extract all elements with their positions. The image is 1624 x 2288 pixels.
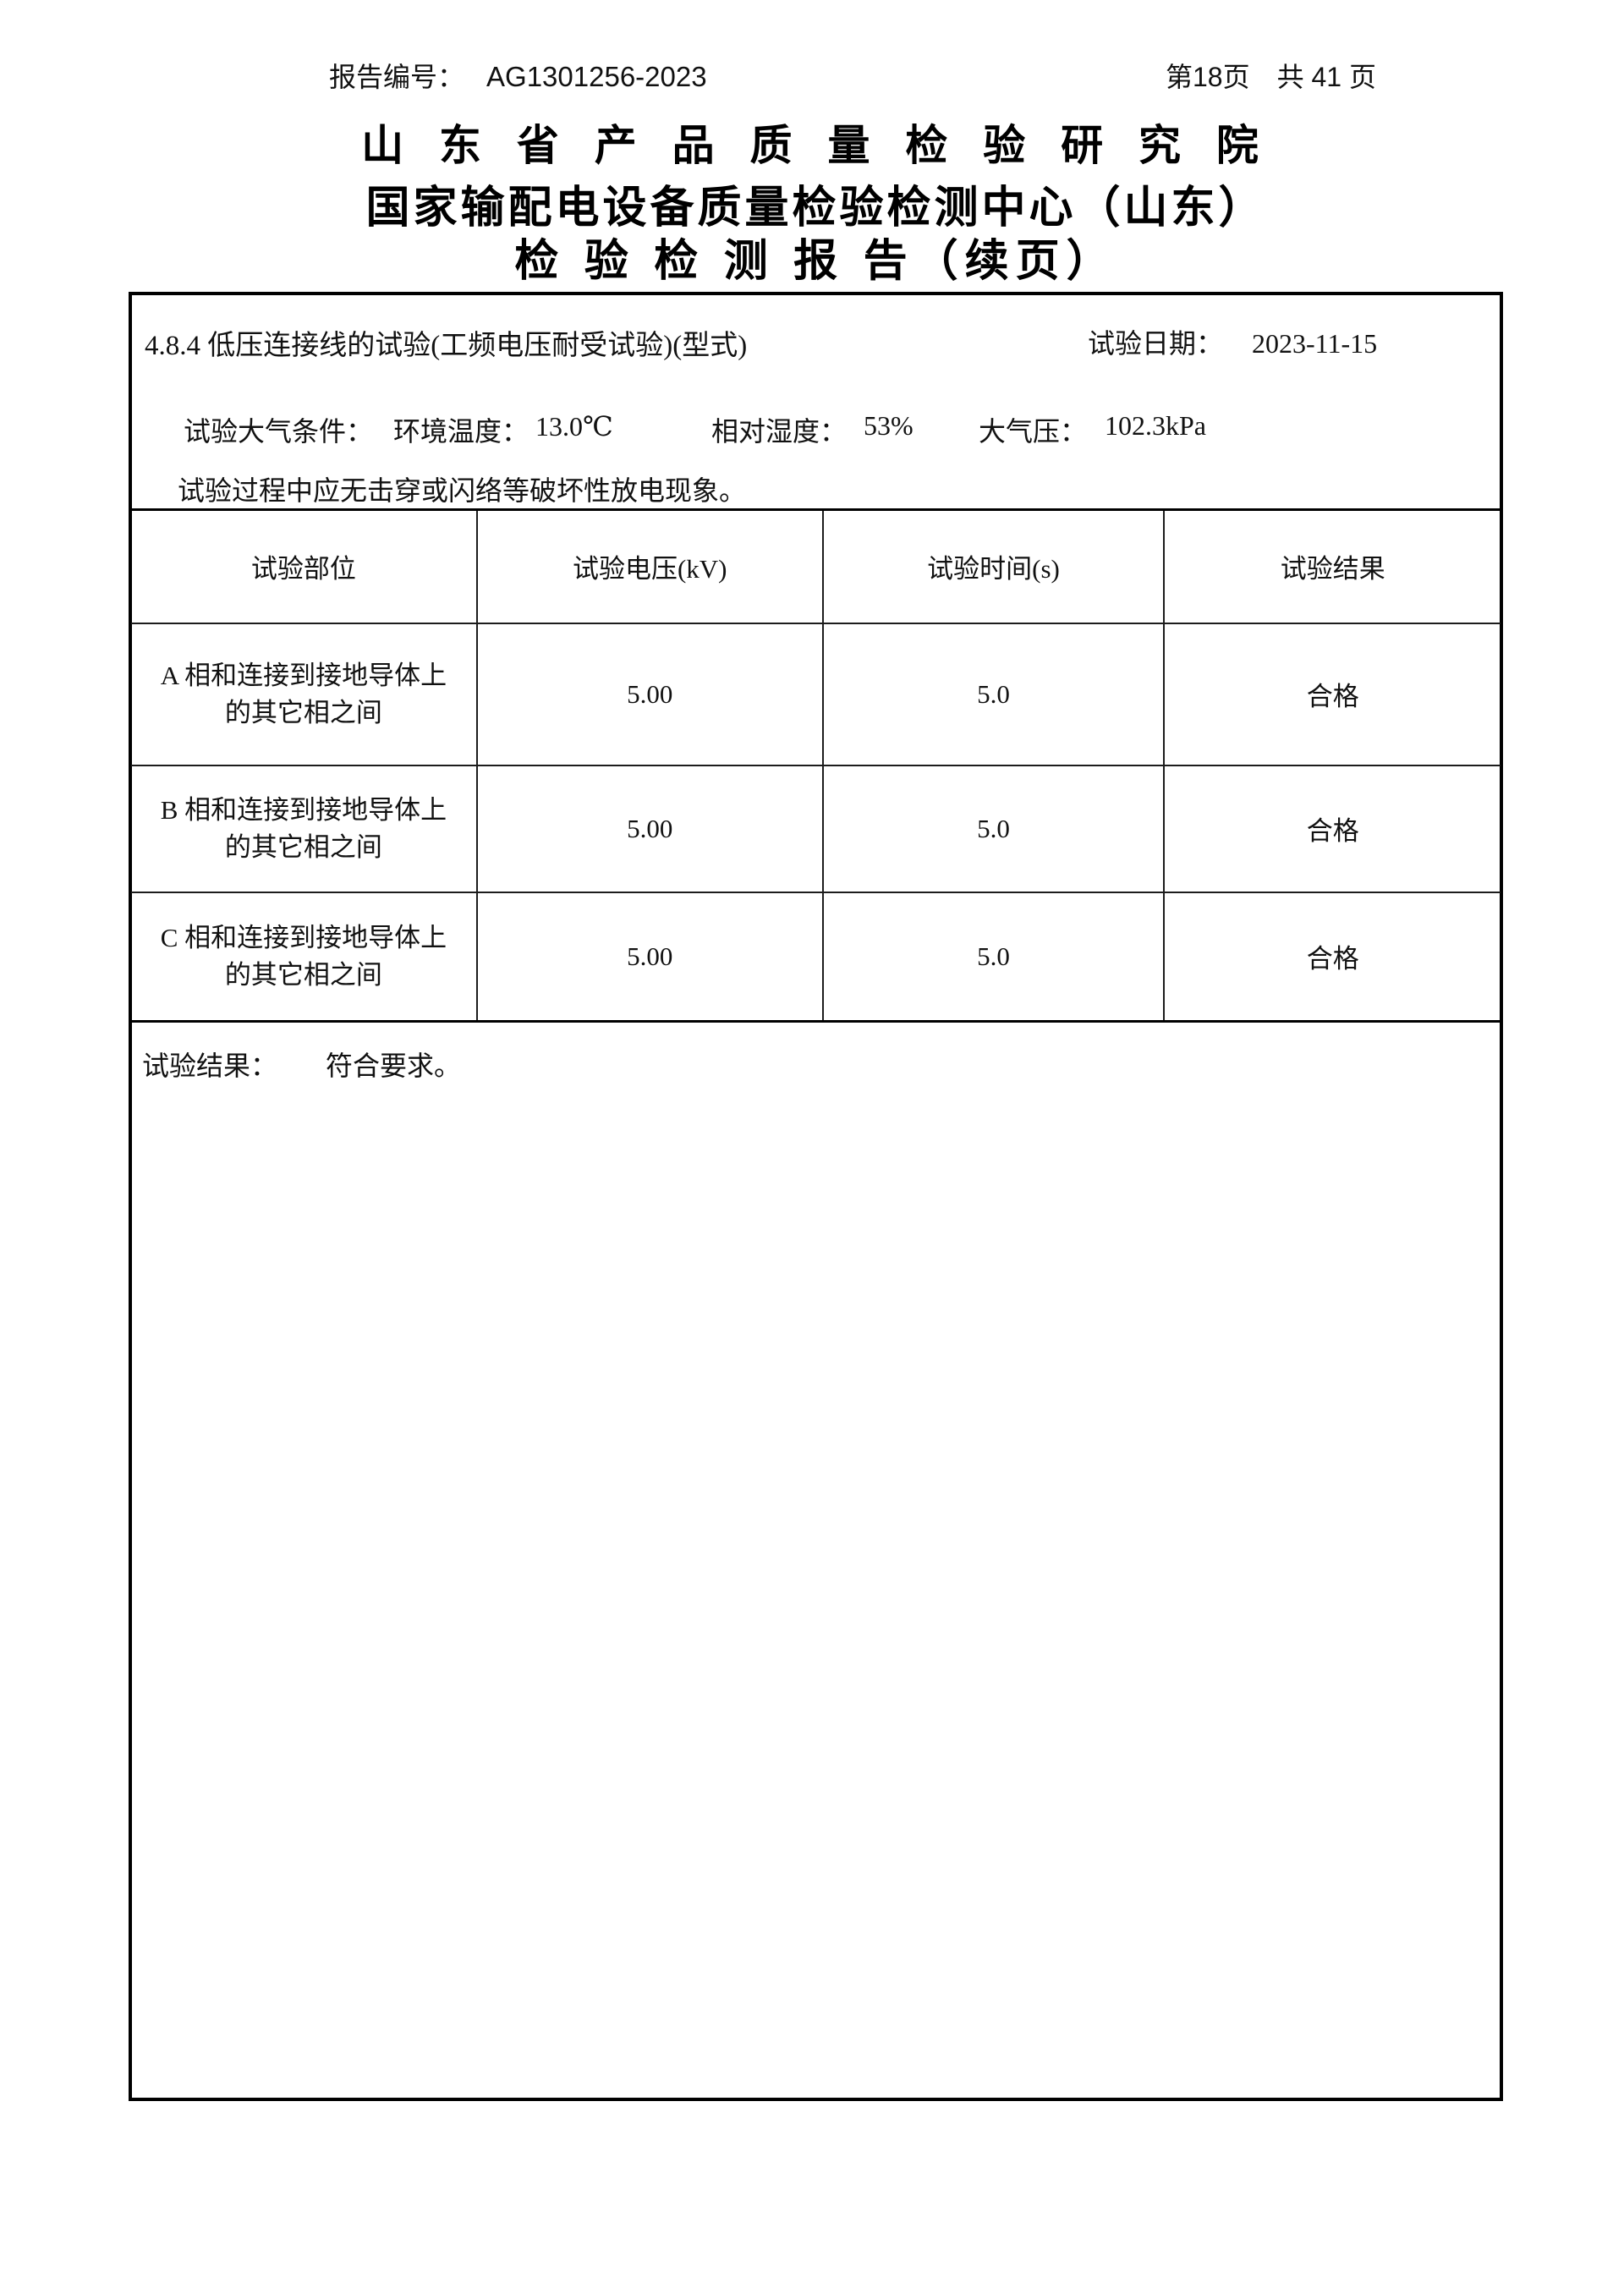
temperature-label: 环境温度： — [393, 416, 529, 447]
test-date-value: 2023-11-15 — [1252, 328, 1378, 359]
cell-part: C 相和连接到接地导体上 的其它相之间 — [129, 891, 478, 1023]
conclusion-value: 符合要求。 — [326, 1051, 462, 1081]
page-number-info: 第18页 共 41 页 — [1166, 62, 1376, 92]
report-number-label: 报告编号： — [329, 62, 465, 92]
cell-time: 5.0 — [821, 891, 1166, 1023]
col-header-time: 试验时间(s) — [821, 508, 1166, 624]
temperature-value: 13.0℃ — [535, 411, 613, 442]
atmosphere-label: 试验大气条件： — [184, 416, 374, 447]
test-results-table: 试验部位 试验电压(kV) 试验时间(s) 试验结果 A 相和连接到接地导体上 … — [129, 508, 1503, 1023]
test-date-line: 试验日期： 2023-11-15 — [1088, 322, 1377, 361]
part-text-line2: 的其它相之间 — [224, 959, 382, 990]
part-text-line1: A 相和连接到接地导体上 — [160, 660, 447, 690]
part-text-line2: 的其它相之间 — [224, 831, 382, 862]
section-heading: 4.8.4 低压连接线的试验(工频电压耐受试验)(型式) — [145, 331, 748, 361]
part-text-line1: B 相和连接到接地导体上 — [160, 794, 447, 825]
table-row: A 相和连接到接地导体上 的其它相之间 5.00 5.0 合格 — [129, 622, 1503, 766]
part-text-line1: C 相和连接到接地导体上 — [160, 922, 447, 952]
cell-time: 5.0 — [821, 764, 1166, 893]
institute-title-line1: 山 东 省 产 品 质 量 检 验 研 究 院 — [361, 122, 1270, 169]
humidity-label: 相对湿度： — [711, 416, 848, 447]
atmospheric-conditions-line: 试验大气条件： 环境温度： 13.0℃ 相对湿度： 53% 大气压： 102.3… — [132, 410, 1500, 447]
report-title-line: 检 验 检 测 报 告（续页） — [514, 237, 1117, 286]
cell-result: 合格 — [1163, 891, 1503, 1023]
pressure-label: 大气压： — [979, 416, 1088, 447]
pressure-value: 102.3kPa — [1105, 410, 1206, 441]
test-date-label: 试验日期： — [1088, 328, 1224, 359]
conclusion-line: 试验结果： 符合要求。 — [142, 1045, 461, 1084]
cell-part: A 相和连接到接地导体上 的其它相之间 — [129, 622, 478, 766]
cell-voltage: 5.00 — [475, 764, 824, 893]
part-text-line2: 的其它相之间 — [224, 697, 382, 727]
col-header-voltage: 试验电压(kV) — [475, 508, 824, 624]
test-requirement-note: 试验过程中应无击穿或闪络等破坏性放电现象。 — [178, 475, 747, 506]
humidity-value: 53% — [864, 410, 914, 441]
cell-time: 5.0 — [821, 622, 1166, 766]
col-header-part: 试验部位 — [129, 508, 478, 624]
cell-result: 合格 — [1163, 764, 1503, 893]
cell-result: 合格 — [1163, 622, 1503, 766]
cell-voltage: 5.00 — [475, 622, 824, 766]
institute-title-line2: 国家输配电设备质量检验检测中心（山东） — [365, 184, 1266, 233]
cell-part: B 相和连接到接地导体上 的其它相之间 — [129, 764, 478, 893]
report-content-box: 4.8.4 低压连接线的试验(工频电压耐受试验)(型式) 试验日期： 2023-1… — [129, 292, 1503, 2101]
report-number-value: AG1301256-2023 — [486, 61, 707, 92]
col-header-result: 试验结果 — [1163, 508, 1503, 624]
table-row: B 相和连接到接地导体上 的其它相之间 5.00 5.0 合格 — [129, 764, 1503, 893]
conclusion-label: 试验结果： — [142, 1051, 278, 1081]
table-row: C 相和连接到接地导体上 的其它相之间 5.00 5.0 合格 — [129, 891, 1503, 1023]
report-number-line: 报告编号： AG1301256-2023 — [329, 56, 707, 95]
cell-voltage: 5.00 — [475, 891, 824, 1023]
table-header-row: 试验部位 试验电压(kV) 试验时间(s) 试验结果 — [129, 508, 1503, 624]
